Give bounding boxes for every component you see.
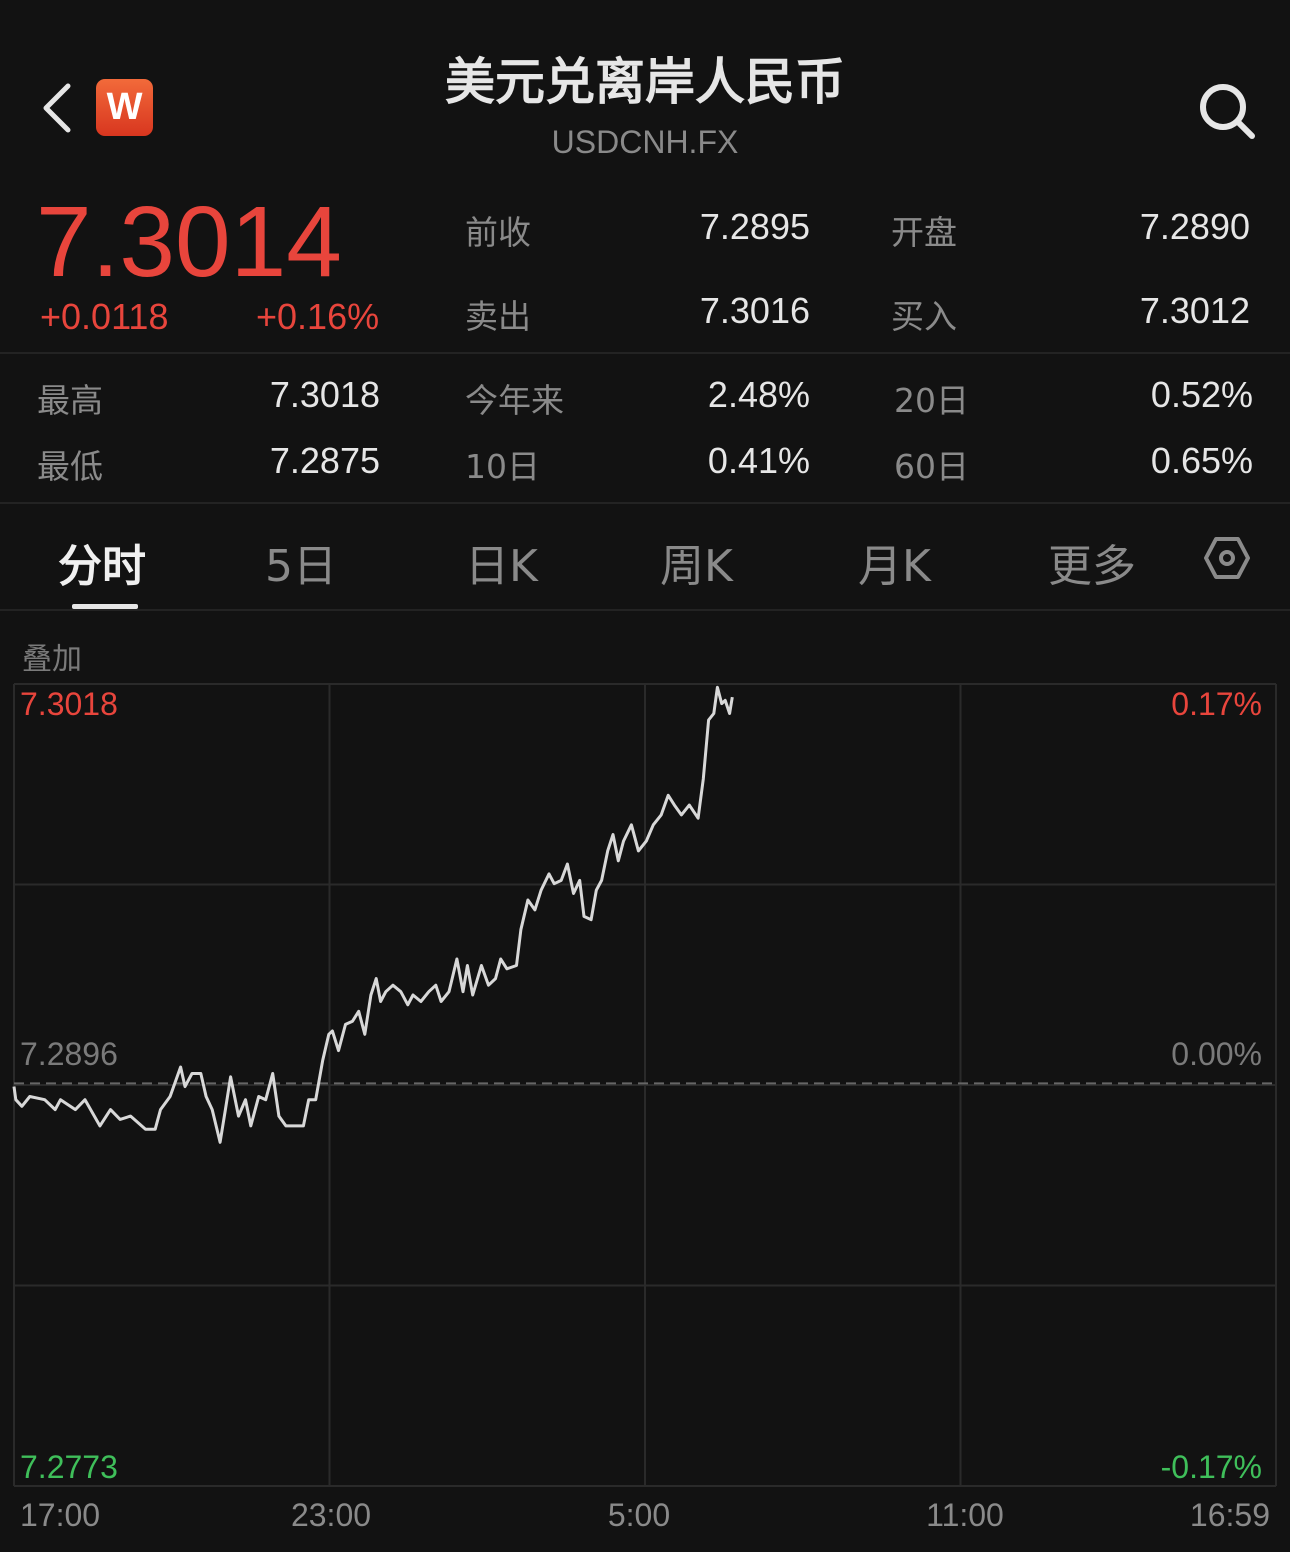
stat-label: 卖出 <box>465 297 531 336</box>
stat-label: 前收 <box>465 213 531 252</box>
range-value: 2.48% <box>707 374 810 415</box>
stat-value: 7.2890 <box>1139 206 1250 247</box>
stat-value: 7.3012 <box>1139 290 1250 331</box>
range-value: 0.65% <box>1150 440 1253 481</box>
divider <box>0 609 1290 611</box>
stat-value: 7.2895 <box>699 206 810 247</box>
range-label: 60日 <box>894 447 969 486</box>
active-tab-indicator <box>72 604 138 609</box>
x-tick-label: 23:00 <box>291 1497 371 1533</box>
stat-label: 买入 <box>891 297 957 336</box>
y-left-mid-label: 7.2896 <box>20 1036 118 1072</box>
range-label: 20日 <box>894 381 969 420</box>
back-chevron-icon[interactable] <box>38 80 78 136</box>
search-icon[interactable] <box>1196 80 1258 142</box>
range-value: 0.52% <box>1150 374 1253 415</box>
y-left-top-label: 7.3018 <box>20 686 118 722</box>
range-value: 7.3018 <box>269 374 380 415</box>
intraday-chart: 7.3018 7.2896 7.2773 0.17% 0.00% -0.17% … <box>12 683 1277 1533</box>
range-label: 今年来 <box>465 381 564 420</box>
range-label: 最高 <box>37 381 103 420</box>
tab-intraday[interactable]: 分时 <box>58 541 146 592</box>
overlay-button[interactable]: 叠加 <box>22 642 82 677</box>
hexagon-settings-icon[interactable] <box>1204 535 1250 581</box>
stat-value: 7.3016 <box>699 290 810 331</box>
tab-monthly-k[interactable]: 月K <box>858 541 931 592</box>
x-tick-label: 16:59 <box>1190 1497 1270 1533</box>
x-tick-label: 17:00 <box>20 1497 100 1533</box>
x-tick-label: 5:00 <box>608 1497 670 1533</box>
tab-more[interactable]: 更多 <box>1048 541 1136 592</box>
y-right-top-label: 0.17% <box>1171 686 1262 722</box>
x-tick-label: 11:00 <box>926 1497 1004 1533</box>
y-right-bottom-label: -0.17% <box>1161 1449 1262 1485</box>
symbol-code: USDCNH.FX <box>551 124 739 160</box>
page-title: 美元兑离岸人民币 <box>445 53 845 111</box>
y-left-bottom-label: 7.2773 <box>20 1449 118 1485</box>
range-label: 10日 <box>465 447 540 486</box>
price-line <box>12 685 734 1144</box>
price-change-pct: +0.16% <box>256 296 380 337</box>
y-right-mid-label: 0.00% <box>1171 1036 1262 1072</box>
price-change: +0.0118 <box>40 296 169 337</box>
divider <box>0 352 1290 354</box>
current-price: 7.3014 <box>36 186 342 298</box>
divider <box>0 502 1290 504</box>
tab-5day[interactable]: 5日 <box>265 541 337 592</box>
tab-daily-k[interactable]: 日K <box>465 541 538 592</box>
tab-weekly-k[interactable]: 周K <box>660 541 733 592</box>
range-value: 7.2875 <box>269 440 380 481</box>
range-value: 0.41% <box>707 440 810 481</box>
stat-label: 开盘 <box>891 213 957 252</box>
app-logo: W <box>96 79 153 136</box>
range-label: 最低 <box>37 447 103 486</box>
